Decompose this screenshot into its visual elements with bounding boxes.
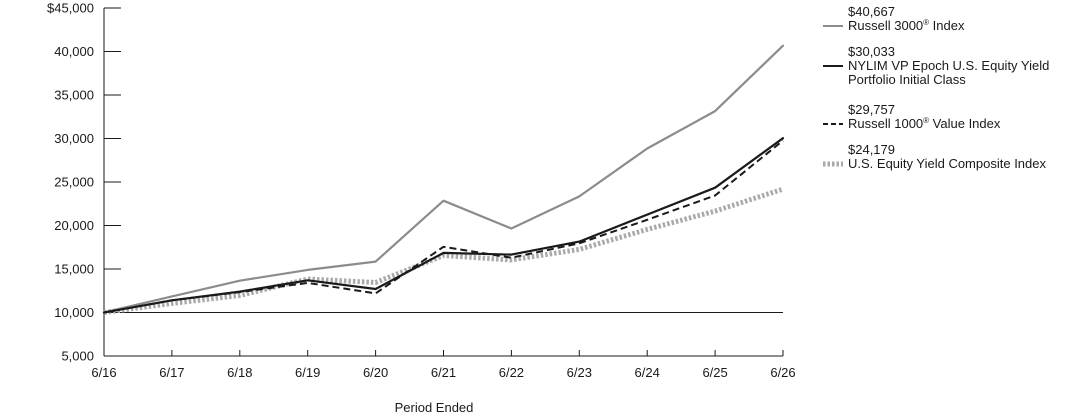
x-tick-label: 6/16: [91, 365, 116, 380]
chart-axes: [103, 7, 784, 357]
series-line-3: [103, 139, 784, 314]
series-line-2: [102, 137, 785, 314]
y-tick-label: 35,000: [54, 88, 94, 103]
legend-series-name-line2: Portfolio Initial Class: [848, 72, 966, 87]
x-tick-label: 6/24: [635, 365, 660, 380]
x-tick-label: 6/20: [363, 365, 388, 380]
x-tick-label: 6/22: [499, 365, 524, 380]
x-tick-label: 6/23: [567, 365, 592, 380]
legend-ending-value: $29,757: [848, 102, 895, 117]
x-tick-label: 6/17: [159, 365, 184, 380]
y-tick-labels: $45,000 40,000 35,000 30,000 25,000 20,000 15,…: [47, 1, 94, 364]
y-tick-label: 10,000: [54, 305, 94, 320]
y-tick-label: 20,000: [54, 218, 94, 233]
y-tick-label: 15,000: [54, 262, 94, 277]
legend-series-name: Russell 1000® Value Index: [848, 116, 1001, 131]
x-tick-label: 6/19: [295, 365, 320, 380]
y-tick-label: 30,000: [54, 131, 94, 146]
x-tick-label: 6/18: [227, 365, 252, 380]
x-axis-title: Period Ended: [395, 400, 474, 415]
legend-series-name: NYLIM VP Epoch U.S. Equity Yield: [848, 58, 1049, 73]
y-tick-label: 5,000: [61, 349, 94, 364]
series-line-1: [102, 44, 785, 314]
series-lines: [102, 44, 785, 315]
series-line-4: [103, 186, 784, 315]
legend-ending-value: $24,179: [848, 142, 895, 157]
x-tick-label: 6/26: [770, 365, 795, 380]
legend-ending-value: $30,033: [848, 44, 895, 59]
x-tick-labels: 6/16 6/17 6/18 6/19 6/20 6/21 6/22 6/23 6/24 6/25…: [91, 365, 795, 380]
y-tick-label: 25,000: [54, 175, 94, 190]
y-tick-label: $45,000: [47, 1, 94, 16]
y-tick-label: 40,000: [54, 44, 94, 59]
legend-ending-value: $40,667: [848, 4, 895, 19]
x-tick-label: 6/25: [702, 365, 727, 380]
x-tick-label: 6/21: [431, 365, 456, 380]
legend-series-name: Russell 3000® Index: [848, 18, 965, 33]
legend-series-name: U.S. Equity Yield Composite Index: [848, 156, 1046, 171]
